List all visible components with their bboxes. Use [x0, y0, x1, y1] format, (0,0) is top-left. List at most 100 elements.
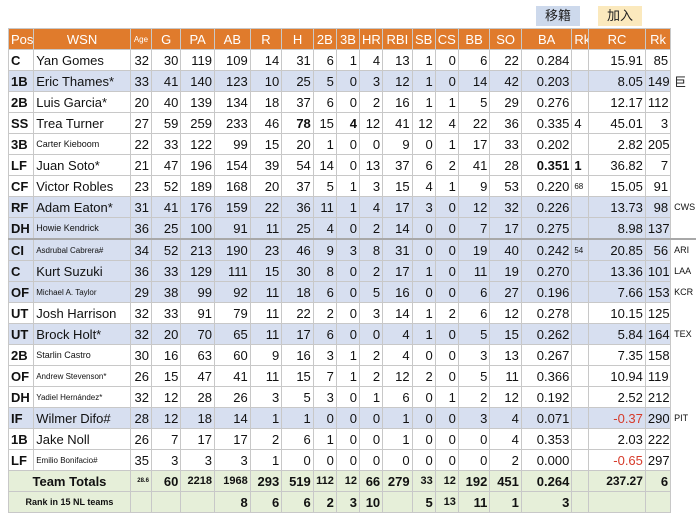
player-name-link[interactable]: Starlin Castro [33, 344, 131, 366]
stat-h: 46 [281, 238, 314, 261]
header-19[interactable]: Rk [644, 28, 672, 50]
player-row[interactable]: LF Emilio Bonifacio# 35 3 3 3 1 0 0 0 0 0 0 0 0 2 0.000-… [7, 449, 696, 471]
age-cell: 35 [129, 449, 152, 471]
stat-so: 42 [489, 70, 522, 92]
player-row[interactable]: DH Yadiel Hernández* 32 12 28 26 3 5 3 0 1 6 0 1 2 12 0.… [7, 386, 696, 408]
player-row[interactable]: UT Josh Harrison 32 33 91 79 11 22 2 0 3 14 1 2 6 12 0.2… [7, 302, 696, 324]
header-14[interactable]: BB [457, 28, 491, 50]
player-name-link[interactable]: Luis Garcia* [33, 91, 131, 113]
player-row[interactable]: DH Howie Kendrick 36 25 100 91 11 25 4 0 2 14 0 0 7 17 0… [7, 217, 696, 240]
stat-d: 5 [312, 175, 337, 197]
ba-rank-cell [571, 449, 590, 471]
stat-bb: 6 [457, 49, 491, 71]
runs-created-cell: -0.65 [588, 449, 646, 471]
player-name-link[interactable]: Trea Turner [33, 112, 131, 134]
player-row[interactable]: OF Michael A. Taylor 29 38 99 92 11 18 6 0 5 16 0 0 6 2… [7, 281, 696, 303]
stat-rbi: 16 [382, 91, 413, 113]
stat-r: 11 [249, 217, 283, 240]
player-name-link[interactable]: Kurt Suzuki [33, 260, 131, 282]
stat-pa: 100 [180, 217, 215, 240]
player-name-link[interactable]: Jake Noll [33, 428, 131, 450]
header-6[interactable]: R [249, 28, 283, 50]
player-name-link[interactable]: Carter Kieboom [33, 133, 131, 155]
player-name-link[interactable]: Josh Harrison [33, 302, 131, 324]
player-row[interactable]: RF Adam Eaton* 31 41 176 159 22 36 11 1 4 17 3 0 12 32 0… [7, 196, 696, 218]
header-15[interactable]: SO [489, 28, 522, 50]
runs-created-cell: -0.37 [588, 407, 646, 429]
player-row[interactable]: 1B Jake Noll 26 7 17 17 2 6 1 0 0 1 0 0 0 4 0.353 2.03 222 [7, 428, 696, 450]
header-2[interactable]: Age [129, 28, 152, 50]
player-name-link[interactable]: Victor Robles [33, 175, 131, 197]
player-name-link[interactable]: Emilio Bonifacio# [33, 449, 131, 471]
header-13[interactable]: CS [434, 28, 459, 50]
stat-ba: 0.242 [520, 238, 573, 261]
totals-so: 451 [489, 470, 522, 492]
stat-r: 46 [249, 112, 283, 134]
prior-team-label: 巨 [670, 70, 696, 92]
header-16[interactable]: BA [520, 28, 573, 50]
stat-hr: 2 [359, 260, 384, 282]
header-18[interactable]: RC [588, 28, 646, 50]
player-row[interactable]: UT Brock Holt* 32 20 70 65 11 17 6 0 0 4 1 0 5 15 0.262 5… [7, 323, 696, 345]
header-10[interactable]: HR [359, 28, 384, 50]
stat-g: 59 [150, 112, 182, 134]
player-name-link[interactable]: Wilmer Difo# [33, 407, 131, 429]
header-4[interactable]: PA [180, 28, 215, 50]
player-name-link[interactable]: Juan Soto* [33, 154, 131, 176]
ba-rank-cell [571, 281, 590, 303]
header-row: Pos WSN Age G PA AB R H 2B 3B HR RBI SB CS BB SO BA Rk RC R… [7, 28, 696, 50]
player-name-link[interactable]: Michael A. Taylor [33, 281, 131, 303]
stat-bb: 0 [457, 428, 491, 450]
player-name-link[interactable]: Yan Gomes [33, 49, 131, 71]
header-17[interactable]: Rk [571, 28, 590, 50]
player-row[interactable]: LF Juan Soto* 21 47 196 154 39 54 14 0 13 37 6 2 41 28 0… [7, 154, 696, 176]
rank-team-blank [670, 491, 696, 513]
position-cell: DH [7, 386, 35, 408]
transfer-button[interactable]: 移籍 [536, 6, 580, 26]
stat-cs: 1 [434, 91, 459, 113]
runs-created-cell: 10.94 [588, 365, 646, 387]
runs-created-cell: 12.17 [588, 91, 646, 113]
player-row[interactable]: C Kurt Suzuki 36 33 129 111 15 30 8 0 2 17 1 0 11 19 0.2… [7, 260, 696, 282]
stat-cs: 0 [434, 407, 459, 429]
player-name-link[interactable]: Brock Holt* [33, 323, 131, 345]
player-row[interactable]: C Yan Gomes 32 30 119 109 14 31 6 1 4 13 1 0 6 22 0.284 1… [7, 49, 696, 71]
player-row[interactable]: 2B Starlin Castro 30 16 63 60 9 16 3 1 2 4 0 0 3 13 0.26… [7, 344, 696, 366]
totals-t: 12 [335, 470, 361, 492]
header-9[interactable]: 3B [335, 28, 361, 50]
player-name-link[interactable]: Eric Thames* [33, 70, 131, 92]
age-cell: 31 [129, 196, 152, 218]
rank-r: 6 [249, 491, 283, 513]
player-row[interactable]: OF Andrew Stevenson* 26 15 47 41 11 15 7 1 2 12 2 0 5 1… [7, 365, 696, 387]
player-row[interactable]: SS Trea Turner 27 59 259 233 46 78 15 4 12 41 12 4 22 3… [7, 112, 696, 134]
stat-hr: 0 [359, 407, 384, 429]
header-1[interactable]: WSN [33, 28, 131, 50]
player-name-link[interactable]: Howie Kendrick [33, 217, 131, 240]
player-row[interactable]: CF Victor Robles 23 52 189 168 20 37 5 1 3 15 4 1 9 53 0… [7, 175, 696, 197]
header-3[interactable]: G [150, 28, 182, 50]
player-name-link[interactable]: Asdrubal Cabrera# [33, 238, 131, 261]
player-name-link[interactable]: Yadiel Hernández* [33, 386, 131, 408]
header-0[interactable]: Pos [7, 28, 35, 50]
header-5[interactable]: AB [213, 28, 251, 50]
stat-rbi: 1 [382, 407, 413, 429]
header-8[interactable]: 2B [312, 28, 337, 50]
player-row[interactable]: 2B Luis Garcia* 20 40 139 134 18 37 6 0 2 16 1 1 5 29 0.… [7, 91, 696, 113]
join-button[interactable]: 加入 [598, 6, 642, 26]
player-row[interactable]: IF Wilmer Difo# 28 12 18 14 1 1 0 0 0 1 0 0 3 4 0.071 -0.… [7, 407, 696, 429]
age-cell: 34 [129, 238, 152, 261]
header-7[interactable]: H [281, 28, 314, 50]
stat-d: 3 [312, 344, 337, 366]
header-12[interactable]: SB [411, 28, 436, 50]
totals-ab: 1968 [213, 470, 251, 492]
position-cell: C [7, 260, 35, 282]
player-row[interactable]: 3B Carter Kieboom 22 33 122 99 15 20 1 0 0 9 0 1 17 33 0… [7, 133, 696, 155]
player-name-link[interactable]: Andrew Stevenson* [33, 365, 131, 387]
player-row[interactable]: 1B Eric Thames* 33 41 140 123 10 25 5 0 3 12 1 0 14 42 0… [7, 70, 696, 92]
stat-t: 1 [335, 196, 361, 218]
stat-cs: 2 [434, 154, 459, 176]
player-name-link[interactable]: Adam Eaton* [33, 196, 131, 218]
runs-created-cell: 5.84 [588, 323, 646, 345]
header-11[interactable]: RBI [382, 28, 413, 50]
player-row[interactable]: CI Asdrubal Cabrera# 34 52 213 190 23 46 9 3 8 31 0 0… [7, 238, 696, 261]
